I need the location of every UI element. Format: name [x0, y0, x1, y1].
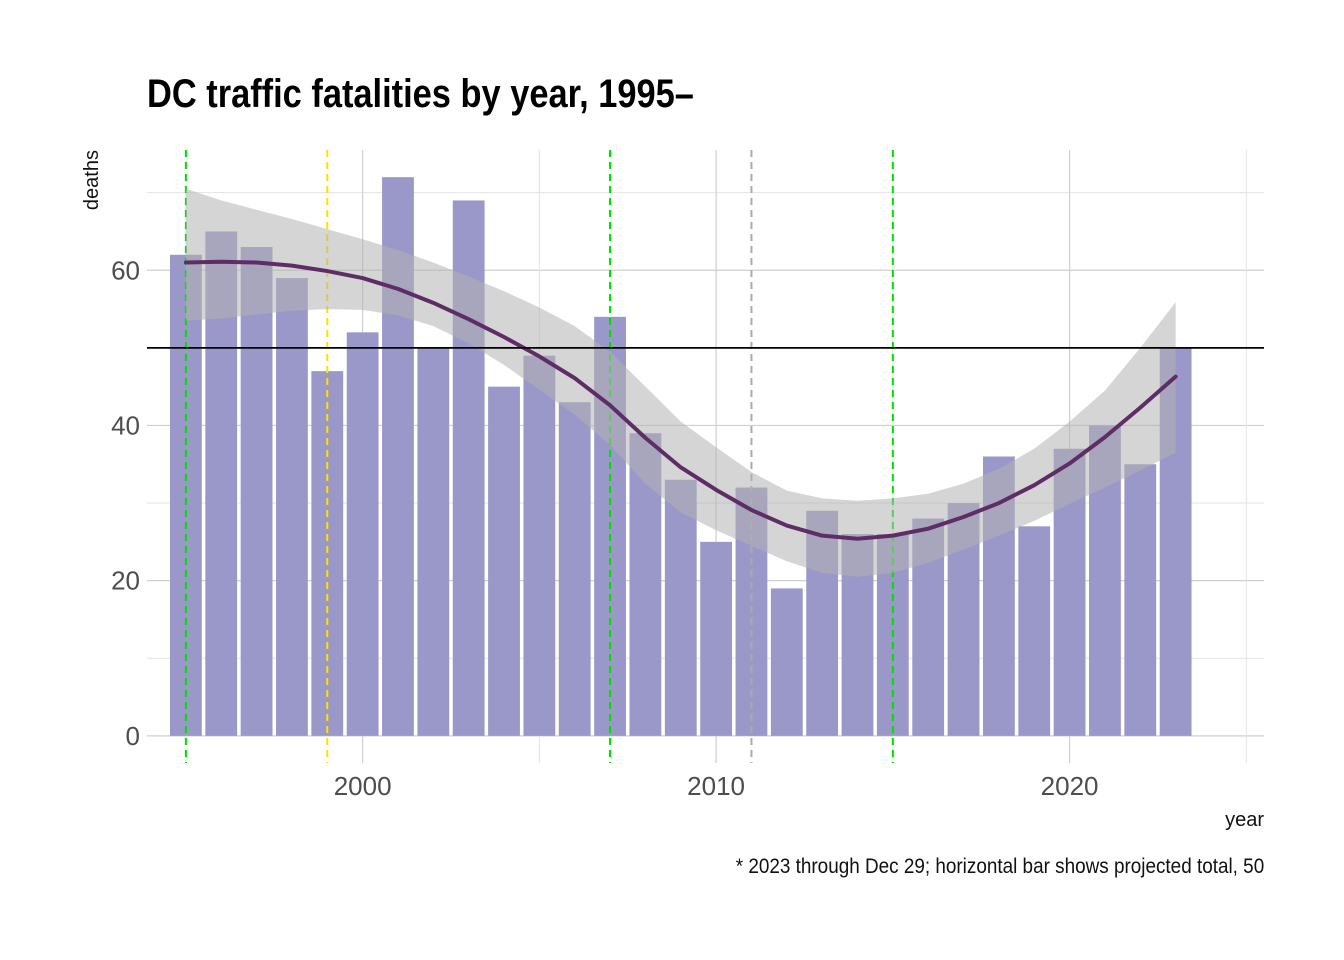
bar-2012 — [770, 588, 803, 736]
bar-1997 — [240, 246, 273, 736]
chart-caption: * 2023 through Dec 29; horizontal bar sh… — [735, 855, 1264, 878]
bar-1995 — [169, 254, 202, 736]
bar-2010 — [700, 541, 733, 736]
tick-label-layer: 0 20 40 60 2000 2010 2020 — [111, 255, 1098, 801]
y-axis-title: deaths — [81, 150, 103, 210]
x-tick-label-2010: 2010 — [687, 771, 745, 801]
x-tick-label-2000: 2000 — [334, 771, 392, 801]
bar-2000 — [346, 332, 379, 736]
bar-2022 — [1124, 464, 1157, 736]
x-axis-title: year — [1225, 809, 1264, 831]
bar-2019 — [1018, 526, 1051, 736]
bar-2002 — [417, 347, 450, 736]
y-tick-label-0: 0 — [126, 721, 140, 751]
y-tick-label-40: 40 — [111, 410, 140, 440]
y-tick-label-20: 20 — [111, 566, 140, 596]
chart-title: DC traffic fatalities by year, 1995– — [147, 72, 694, 116]
bar-2004 — [488, 386, 520, 736]
smooth-line-layer — [183, 259, 1178, 541]
smooth-trend-line — [183, 259, 1178, 541]
y-tick-label-60: 60 — [111, 255, 140, 285]
x-tick-label-2020: 2020 — [1041, 771, 1099, 801]
confidence-band — [185, 188, 1176, 577]
confidence-band-layer — [185, 188, 1176, 577]
bar-1998 — [276, 278, 308, 736]
bar-2006 — [558, 402, 591, 736]
bar-2009 — [664, 479, 697, 736]
bar-2005 — [523, 355, 556, 736]
